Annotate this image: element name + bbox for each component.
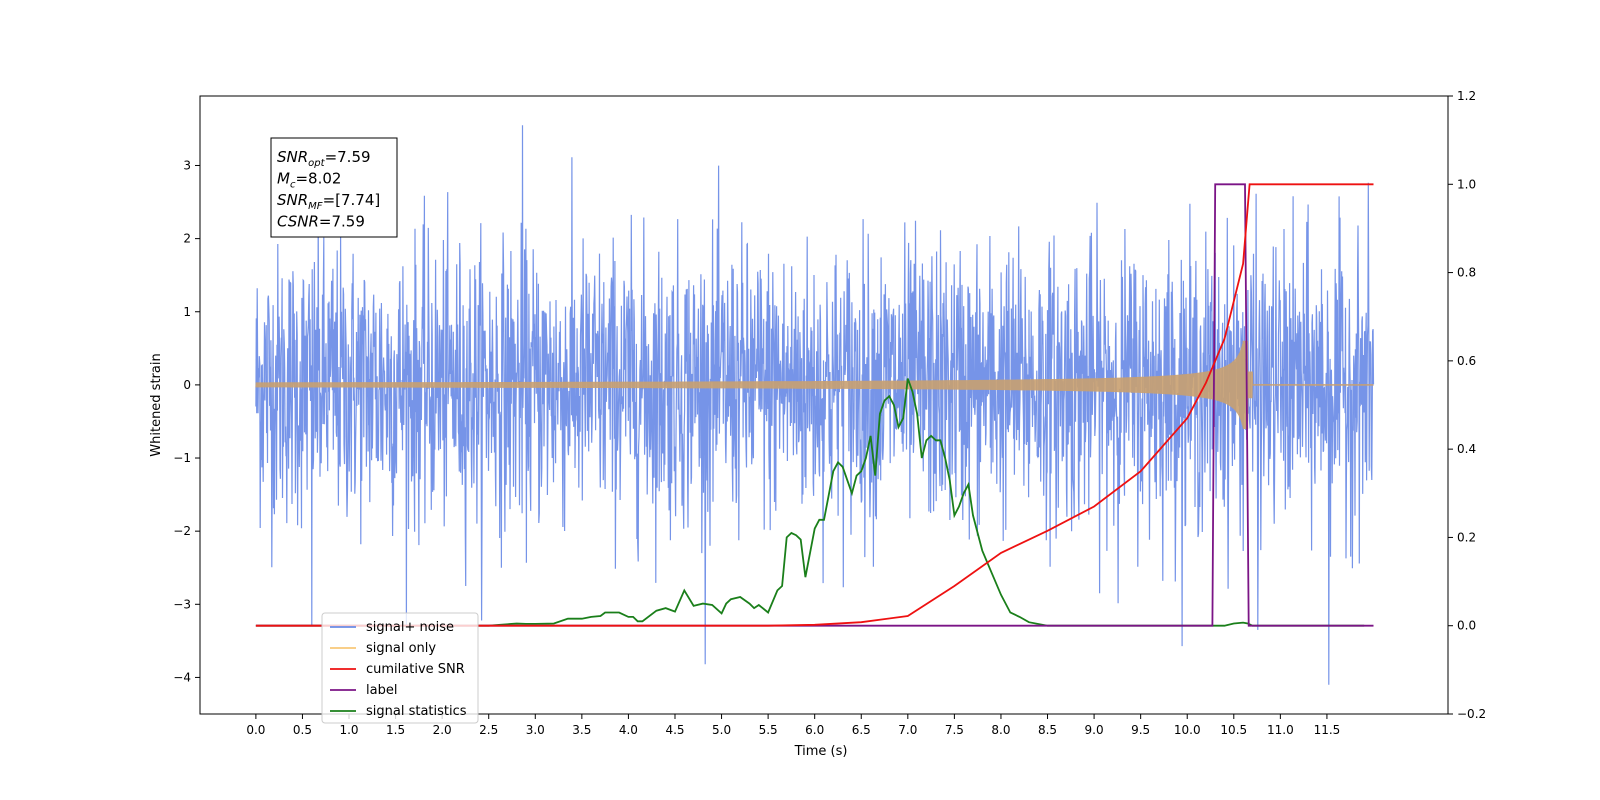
x-tick-label: 6.0 — [805, 723, 824, 737]
x-tick-label: 7.5 — [945, 723, 964, 737]
secondary-y-axis-ticks: −0.2 0.0 0.2 0.4 0.6 0.8 1.0 1.2 — [1448, 89, 1486, 721]
legend-label: cumilative SNR — [366, 662, 465, 677]
x-tick-label: 0.5 — [293, 723, 312, 737]
y2-tick-label: 0.0 — [1457, 619, 1476, 633]
x-tick-label: 3.0 — [526, 723, 545, 737]
x-tick-label: 2.0 — [433, 723, 452, 737]
legend-label: signal statistics — [366, 704, 467, 719]
plot-frame — [199, 95, 1449, 715]
x-tick-label: 11.5 — [1314, 723, 1341, 737]
annotation-line: Mc=8.02 — [277, 170, 341, 191]
x-tick-label: 1.0 — [339, 723, 358, 737]
y2-tick-label: −0.2 — [1457, 707, 1486, 721]
annotation-line: CSNR=7.59 — [277, 213, 365, 231]
signal-plus-noise-line — [255, 125, 1375, 685]
y-tick-label: −4 — [173, 670, 191, 684]
x-tick-label: 5.5 — [759, 723, 778, 737]
annotation-line: SNRMF=[7.74] — [277, 191, 380, 212]
legend-label: signal+ noise — [366, 620, 454, 635]
y-tick-label: −3 — [173, 597, 191, 611]
legend-label: label — [366, 683, 397, 698]
legend-label: signal only — [366, 641, 436, 656]
y-tick-label: 1 — [183, 305, 191, 319]
y2-tick-label: 0.6 — [1457, 354, 1476, 368]
x-tick-label: 8.0 — [991, 723, 1010, 737]
y2-tick-label: 0.4 — [1457, 442, 1476, 456]
x-tick-label: 6.5 — [852, 723, 871, 737]
x-axis-label: Time (s) — [794, 744, 848, 759]
signal-statistics-line — [255, 378, 1365, 627]
x-tick-label: 2.5 — [479, 723, 498, 737]
y2-tick-label: 1.0 — [1457, 177, 1476, 191]
y-axis-ticks: −4 −3 −2 −1 0 1 2 3 — [173, 158, 200, 684]
x-tick-label: 5.0 — [712, 723, 731, 737]
x-tick-label: 0.0 — [246, 723, 265, 737]
label-line — [255, 183, 1374, 627]
y2-tick-label: 0.2 — [1457, 530, 1476, 544]
y2-tick-label: 1.2 — [1457, 89, 1476, 103]
y-tick-label: 0 — [183, 378, 191, 392]
y-tick-label: −2 — [173, 524, 191, 538]
legend: signal+ noise signal only cumilative SNR la… — [321, 612, 479, 724]
annotation-box-frame — [270, 137, 398, 238]
x-tick-label: 1.5 — [386, 723, 405, 737]
y-axis-label: Whitened strain — [149, 353, 164, 456]
legend-frame — [321, 612, 479, 724]
y-tick-label: 3 — [183, 158, 191, 172]
x-tick-label: 4.0 — [619, 723, 638, 737]
x-axis-ticks: 0.0 0.5 1.0 1.5 2.0 2.5 3.0 3.5 4.0 4.5 5.0 5.5 6.0 6… — [246, 714, 1340, 737]
x-tick-label: 10.5 — [1220, 723, 1247, 737]
x-tick-label: 10.0 — [1174, 723, 1201, 737]
cumilative-snr-line — [255, 183, 1374, 627]
y-tick-label: −1 — [173, 451, 191, 465]
x-tick-label: 3.5 — [572, 723, 591, 737]
y-tick-label: 2 — [183, 232, 191, 246]
x-tick-label: 11.0 — [1267, 723, 1294, 737]
annotation-line: SNRopt=7.59 — [277, 148, 371, 169]
x-tick-label: 9.5 — [1131, 723, 1150, 737]
x-tick-label: 8.5 — [1038, 723, 1057, 737]
x-tick-label: 9.0 — [1085, 723, 1104, 737]
y2-tick-label: 0.8 — [1457, 266, 1476, 280]
signal-only-line — [255, 340, 1374, 430]
x-tick-label: 7.0 — [898, 723, 917, 737]
x-tick-label: 4.5 — [665, 723, 684, 737]
